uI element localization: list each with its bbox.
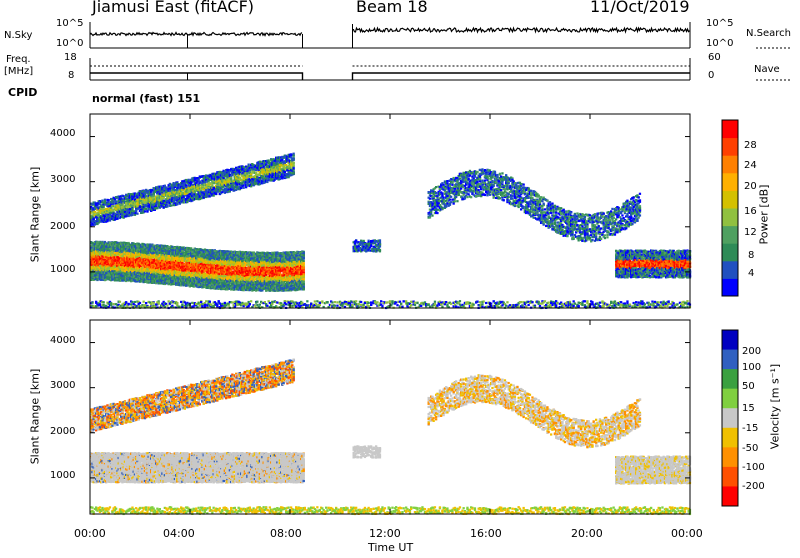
power-echo-low: [96, 278, 98, 280]
rti-plot: Jiamusi East (fitACF) Beam 18 11/Oct/201…: [0, 0, 800, 554]
nsky-panel: [90, 22, 790, 48]
plot-canvas: [0, 0, 800, 554]
nsky-line-seg1: [90, 33, 302, 36]
power-panel: [90, 114, 691, 309]
freq-line: [90, 73, 690, 80]
power-echo-low: [96, 241, 98, 243]
power-echo-low: [93, 258, 95, 260]
freq-panel: [90, 58, 790, 80]
nsky-line-seg2: [353, 28, 690, 32]
